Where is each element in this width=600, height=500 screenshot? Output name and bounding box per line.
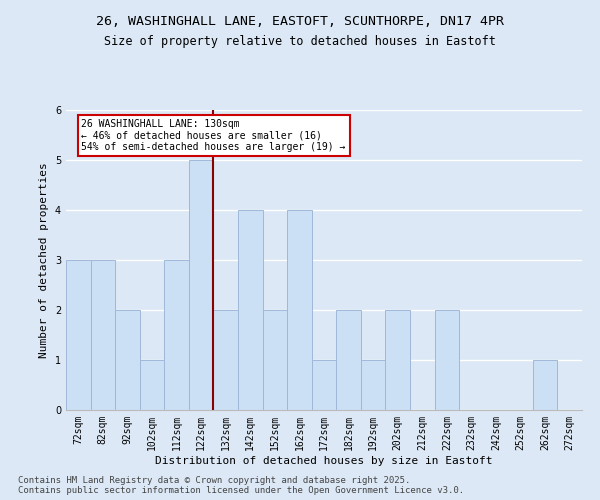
X-axis label: Distribution of detached houses by size in Eastoft: Distribution of detached houses by size … bbox=[155, 456, 493, 466]
Bar bbox=[115, 310, 140, 410]
Bar bbox=[214, 310, 238, 410]
Bar bbox=[385, 310, 410, 410]
Bar bbox=[140, 360, 164, 410]
Bar bbox=[312, 360, 336, 410]
Y-axis label: Number of detached properties: Number of detached properties bbox=[40, 162, 49, 358]
Bar bbox=[533, 360, 557, 410]
Text: 26 WASHINGHALL LANE: 130sqm
← 46% of detached houses are smaller (16)
54% of sem: 26 WASHINGHALL LANE: 130sqm ← 46% of det… bbox=[82, 119, 346, 152]
Bar bbox=[361, 360, 385, 410]
Bar bbox=[91, 260, 115, 410]
Bar bbox=[189, 160, 214, 410]
Bar bbox=[66, 260, 91, 410]
Text: 26, WASHINGHALL LANE, EASTOFT, SCUNTHORPE, DN17 4PR: 26, WASHINGHALL LANE, EASTOFT, SCUNTHORP… bbox=[96, 15, 504, 28]
Bar bbox=[238, 210, 263, 410]
Bar bbox=[434, 310, 459, 410]
Bar bbox=[263, 310, 287, 410]
Bar bbox=[287, 210, 312, 410]
Bar bbox=[164, 260, 189, 410]
Bar bbox=[336, 310, 361, 410]
Text: Size of property relative to detached houses in Eastoft: Size of property relative to detached ho… bbox=[104, 35, 496, 48]
Text: Contains HM Land Registry data © Crown copyright and database right 2025.
Contai: Contains HM Land Registry data © Crown c… bbox=[18, 476, 464, 495]
